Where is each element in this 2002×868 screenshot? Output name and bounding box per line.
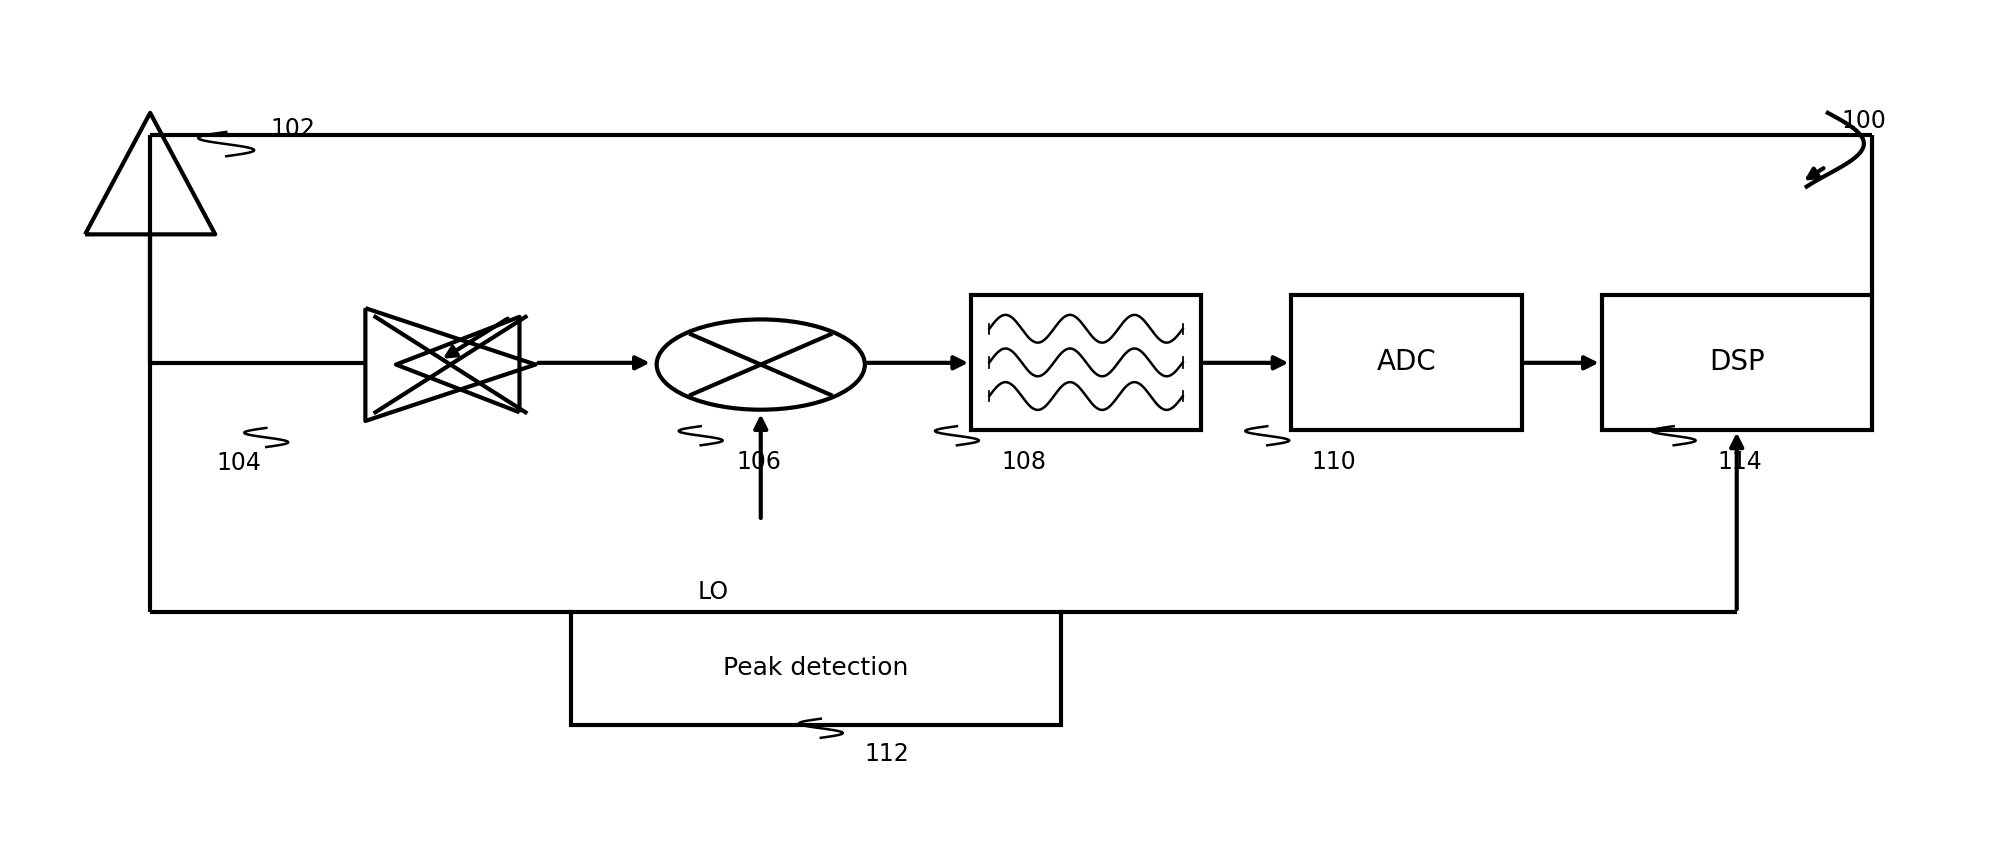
Text: Peak detection: Peak detection	[723, 656, 909, 681]
Text: 108: 108	[1001, 450, 1045, 474]
Bar	[971, 295, 1201, 430]
Text: 104: 104	[216, 451, 260, 476]
Text: 102: 102	[270, 117, 314, 141]
Text: DSP: DSP	[1710, 348, 1764, 377]
Text: 106: 106	[737, 450, 781, 474]
Text: 114: 114	[1718, 450, 1762, 474]
Bar	[1291, 295, 1522, 430]
Text: LO: LO	[697, 580, 729, 604]
Text: 110: 110	[1311, 450, 1355, 474]
Text: 112: 112	[865, 742, 909, 766]
Text: 100: 100	[1842, 108, 1886, 133]
Bar	[1602, 295, 1872, 430]
Bar	[571, 612, 1061, 725]
Text: ADC: ADC	[1377, 348, 1435, 377]
